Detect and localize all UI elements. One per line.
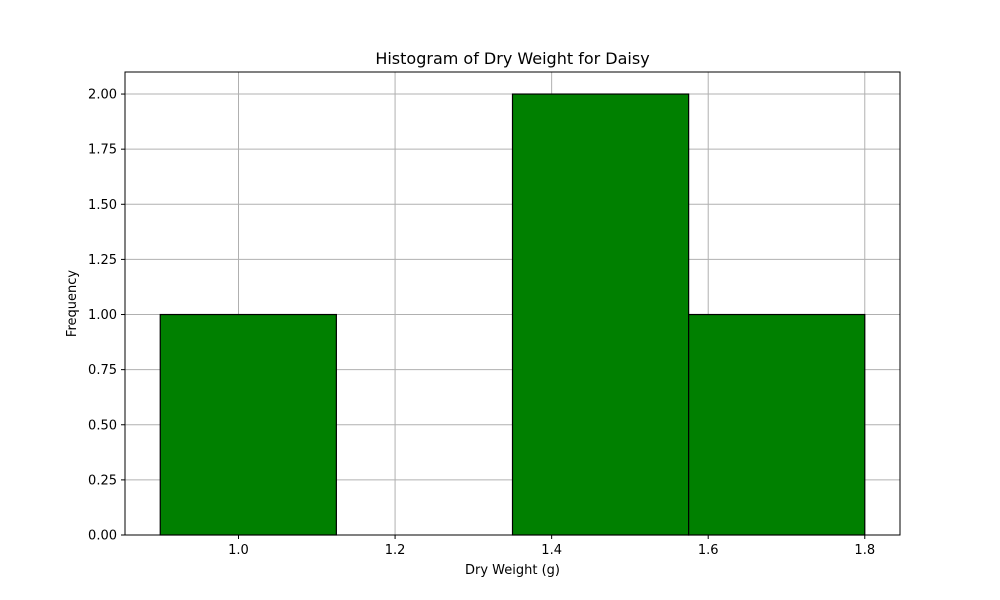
y-tick-label: 1.25	[88, 253, 117, 268]
x-axis-ticks: 1.0 1.2 1.4 1.6 1.8	[228, 535, 875, 558]
y-axis-label: Frequency	[65, 270, 80, 337]
y-tick-label: 1.75	[88, 143, 117, 158]
y-tick-label: 1.00	[88, 308, 117, 323]
x-tick-label: 1.0	[228, 543, 249, 558]
x-tick-label: 1.6	[698, 543, 719, 558]
y-tick-label: 0.00	[88, 529, 117, 544]
x-axis-label: Dry Weight (g)	[465, 563, 560, 578]
chart-title: Histogram of Dry Weight for Daisy	[375, 49, 649, 68]
x-tick-label: 1.8	[854, 543, 875, 558]
bars	[159, 93, 866, 536]
y-tick-label: 2.00	[88, 88, 117, 103]
y-tick-label: 0.75	[88, 363, 117, 378]
y-tick-label: 1.50	[88, 198, 117, 213]
x-tick-label: 1.4	[541, 543, 562, 558]
y-axis-ticks: 0.00 0.25 0.50 0.75 1.00 1.25 1.50 1.75 2.00	[88, 88, 125, 544]
x-tick-label: 1.2	[385, 543, 406, 558]
histogram-bar-3	[688, 313, 866, 536]
histogram-bar-0	[159, 313, 337, 536]
y-tick-label: 0.50	[88, 418, 117, 433]
plot-frame	[124, 71, 901, 536]
y-tick-label: 0.25	[88, 473, 117, 488]
histogram-bar-2	[511, 93, 690, 536]
